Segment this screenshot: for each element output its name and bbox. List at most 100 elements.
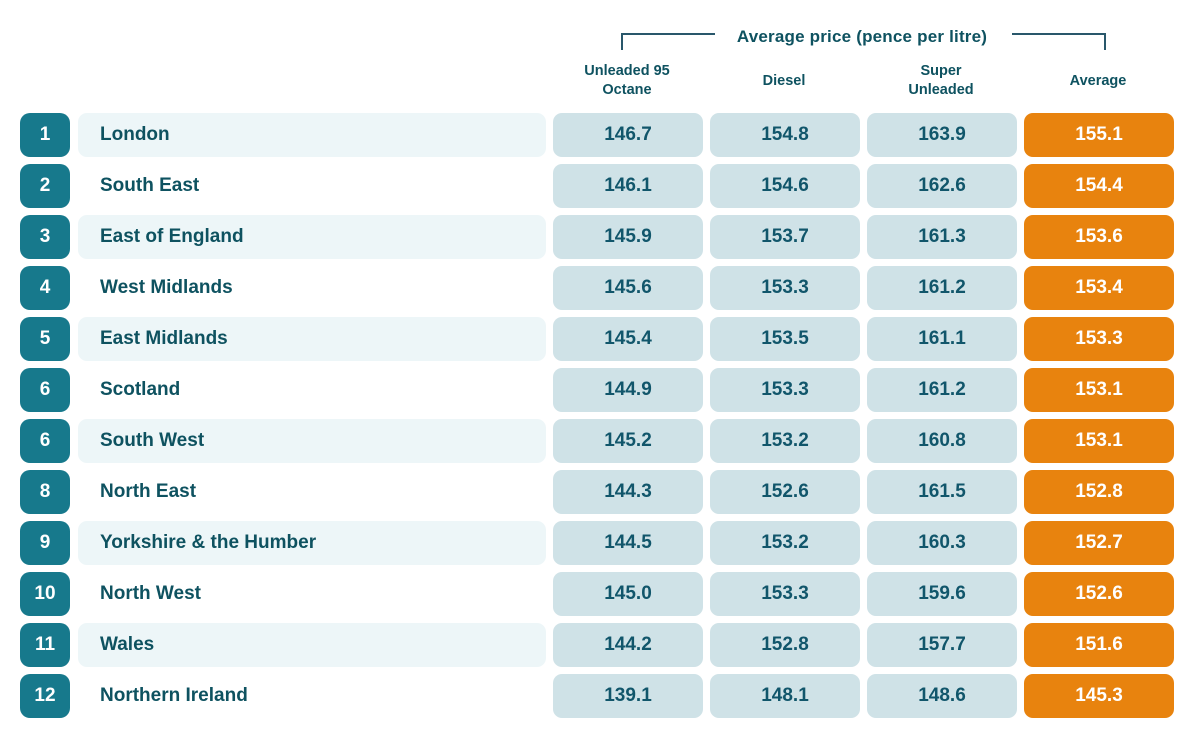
table-row: 6 Scotland 144.9 153.3 161.2 153.1 bbox=[20, 368, 1200, 412]
table-row: 5 East Midlands 145.4 153.5 161.1 153.3 bbox=[20, 317, 1200, 361]
value-cell-unleaded: 144.3 bbox=[553, 470, 703, 514]
region-label: West Midlands bbox=[100, 277, 233, 298]
value-cell-super-unleaded: 161.3 bbox=[867, 215, 1017, 259]
value-cell-super-unleaded: 161.5 bbox=[867, 470, 1017, 514]
value-cell-diesel: 153.3 bbox=[710, 368, 860, 412]
rank-badge: 9 bbox=[20, 521, 70, 565]
value-cell-diesel: 153.3 bbox=[710, 572, 860, 616]
table-row: 9 Yorkshire & the Humber 144.5 153.2 160… bbox=[20, 521, 1200, 565]
table-row: 1 London 146.7 154.8 163.9 155.1 bbox=[20, 113, 1200, 157]
value-cell-average: 152.6 bbox=[1024, 572, 1174, 616]
region-label: South East bbox=[100, 175, 200, 196]
value-cell-unleaded: 145.4 bbox=[553, 317, 703, 361]
value-cell-average: 154.4 bbox=[1024, 164, 1174, 208]
column-header-line: Unleaded 95 bbox=[584, 63, 670, 80]
rank-badge: 8 bbox=[20, 470, 70, 514]
value-cell-super-unleaded: 161.2 bbox=[867, 368, 1017, 412]
region-label: Wales bbox=[78, 623, 546, 667]
value-cell-average: 155.1 bbox=[1024, 113, 1174, 157]
rank-badge: 12 bbox=[20, 674, 70, 718]
value-cell-average: 153.3 bbox=[1024, 317, 1174, 361]
value-cell-diesel: 153.7 bbox=[710, 215, 860, 259]
value-cell-diesel: 148.1 bbox=[710, 674, 860, 718]
bracket-left-line bbox=[621, 33, 715, 50]
value-cell-super-unleaded: 159.6 bbox=[867, 572, 1017, 616]
region-label: Yorkshire & the Humber bbox=[78, 521, 546, 565]
region-label: Scotland bbox=[100, 379, 181, 400]
region-label: North East bbox=[100, 481, 197, 502]
value-cell-diesel: 153.3 bbox=[710, 266, 860, 310]
column-header-line: Unleaded bbox=[908, 82, 974, 98]
region-label: East of England bbox=[78, 215, 546, 259]
rank-badge: 11 bbox=[20, 623, 70, 667]
value-cell-diesel: 154.8 bbox=[710, 113, 860, 157]
value-cell-average: 153.4 bbox=[1024, 266, 1174, 310]
rank-badge: 2 bbox=[20, 164, 70, 208]
region-label: East Midlands bbox=[78, 317, 546, 361]
table-row: 4 West Midlands 145.6 153.3 161.2 153.4 bbox=[20, 266, 1200, 310]
page-title: Average price (pence per litre) bbox=[736, 27, 988, 46]
rank-badge: 6 bbox=[20, 419, 70, 463]
value-cell-average: 152.7 bbox=[1024, 521, 1174, 565]
value-cell-super-unleaded: 160.8 bbox=[867, 419, 1017, 463]
value-cell-super-unleaded: 161.1 bbox=[867, 317, 1017, 361]
column-header-diesel: Diesel bbox=[709, 56, 859, 106]
rank-badge: 1 bbox=[20, 113, 70, 157]
value-cell-average: 153.1 bbox=[1024, 368, 1174, 412]
value-cell-unleaded: 145.6 bbox=[553, 266, 703, 310]
region-label: South West bbox=[78, 419, 546, 463]
rank-badge: 3 bbox=[20, 215, 70, 259]
value-cell-average: 152.8 bbox=[1024, 470, 1174, 514]
column-header-line: Super bbox=[920, 63, 962, 80]
value-cell-unleaded: 146.7 bbox=[553, 113, 703, 157]
value-cell-average: 153.6 bbox=[1024, 215, 1174, 259]
value-cell-super-unleaded: 160.3 bbox=[867, 521, 1017, 565]
value-cell-unleaded: 144.2 bbox=[553, 623, 703, 667]
value-cell-diesel: 153.2 bbox=[710, 419, 860, 463]
value-cell-unleaded: 145.0 bbox=[553, 572, 703, 616]
region-label: London bbox=[78, 113, 546, 157]
value-cell-unleaded: 146.1 bbox=[553, 164, 703, 208]
table-row: 10 North West 145.0 153.3 159.6 152.6 bbox=[20, 572, 1200, 616]
value-cell-unleaded: 145.9 bbox=[553, 215, 703, 259]
value-cell-super-unleaded: 162.6 bbox=[867, 164, 1017, 208]
region-label: Northern Ireland bbox=[100, 685, 248, 706]
value-cell-diesel: 153.2 bbox=[710, 521, 860, 565]
value-cell-super-unleaded: 161.2 bbox=[867, 266, 1017, 310]
table-row: 2 South East 146.1 154.6 162.6 154.4 bbox=[20, 164, 1200, 208]
value-cell-diesel: 152.6 bbox=[710, 470, 860, 514]
table-body: 1 London 146.7 154.8 163.9 155.1 2 South… bbox=[0, 113, 1200, 725]
value-cell-super-unleaded: 148.6 bbox=[867, 674, 1017, 718]
value-cell-diesel: 154.6 bbox=[710, 164, 860, 208]
column-header-line: Average bbox=[1069, 72, 1127, 89]
table-row: 8 North East 144.3 152.6 161.5 152.8 bbox=[20, 470, 1200, 514]
column-header-line: Octane bbox=[602, 82, 652, 98]
column-header-line: Diesel bbox=[762, 72, 806, 89]
value-cell-average: 151.6 bbox=[1024, 623, 1174, 667]
rank-badge: 10 bbox=[20, 572, 70, 616]
region-label: North West bbox=[100, 583, 201, 604]
column-header-unleaded: Unleaded 95 Octane bbox=[552, 56, 702, 106]
bracket-right-line bbox=[1012, 33, 1106, 50]
table-row: 3 East of England 145.9 153.7 161.3 153.… bbox=[20, 215, 1200, 259]
value-cell-unleaded: 144.9 bbox=[553, 368, 703, 412]
value-cell-average: 145.3 bbox=[1024, 674, 1174, 718]
table-row: 6 South West 145.2 153.2 160.8 153.1 bbox=[20, 419, 1200, 463]
table-row: 11 Wales 144.2 152.8 157.7 151.6 bbox=[20, 623, 1200, 667]
rank-badge: 4 bbox=[20, 266, 70, 310]
value-cell-unleaded: 139.1 bbox=[553, 674, 703, 718]
value-cell-average: 153.1 bbox=[1024, 419, 1174, 463]
rank-badge: 5 bbox=[20, 317, 70, 361]
value-cell-super-unleaded: 163.9 bbox=[867, 113, 1017, 157]
column-header-super-unleaded: Super Unleaded bbox=[866, 56, 1016, 106]
value-cell-unleaded: 145.2 bbox=[553, 419, 703, 463]
value-cell-super-unleaded: 157.7 bbox=[867, 623, 1017, 667]
value-cell-unleaded: 144.5 bbox=[553, 521, 703, 565]
column-header-average: Average bbox=[1023, 56, 1173, 106]
rank-badge: 6 bbox=[20, 368, 70, 412]
value-cell-diesel: 153.5 bbox=[710, 317, 860, 361]
value-cell-diesel: 152.8 bbox=[710, 623, 860, 667]
table-row: 12 Northern Ireland 139.1 148.1 148.6 14… bbox=[20, 674, 1200, 718]
table-header: Average price (pence per litre) Unleaded… bbox=[0, 0, 1200, 113]
